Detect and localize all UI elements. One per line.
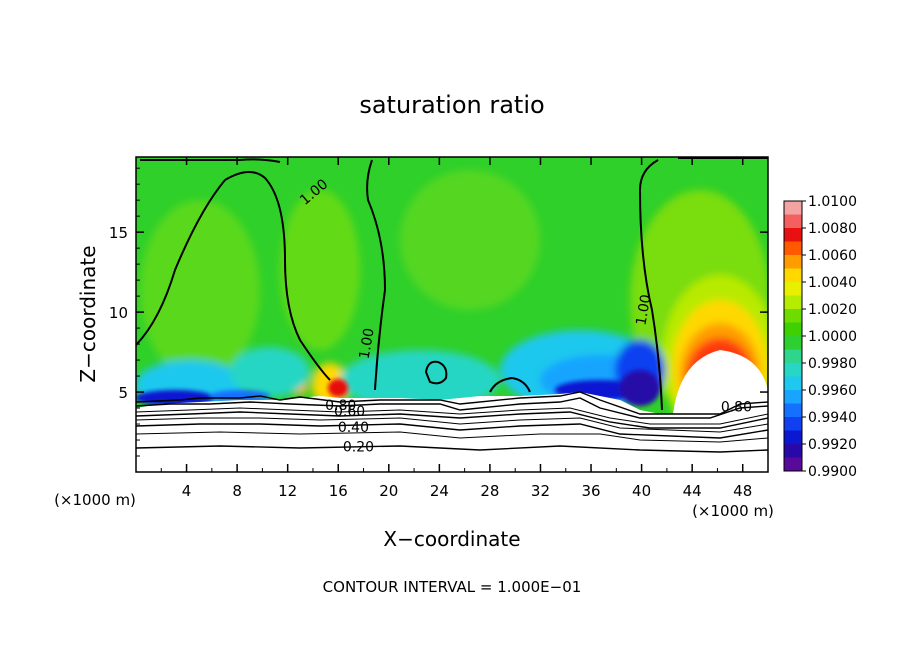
dry-band bbox=[210, 390, 270, 402]
colorbar-swatch bbox=[784, 268, 802, 283]
y-tick-label: 15 bbox=[109, 224, 128, 242]
contour-label: 0.80 bbox=[721, 399, 752, 415]
contour-label: 1.00 bbox=[357, 327, 378, 360]
contour-label: 0.40 bbox=[338, 420, 369, 436]
x-tick-label: 16 bbox=[329, 482, 348, 500]
contour-line-1.00 bbox=[638, 159, 663, 411]
contour-line-0.80 bbox=[136, 397, 768, 419]
plot-area: 1.001.001.000.800.600.400.200.80 bbox=[136, 157, 768, 472]
contour-label: 1.00 bbox=[633, 293, 654, 326]
colorbar-swatch bbox=[784, 201, 802, 215]
plot-frame bbox=[135, 156, 769, 473]
colorbar-swatch bbox=[784, 417, 802, 431]
contour-label: 0.60 bbox=[334, 404, 365, 420]
colorbar: 1.0100 1.0080 1.0060 1.0040 1.0020 1.0000 0.99… bbox=[783, 194, 857, 480]
y-axis-ticks: 5 10 15 bbox=[109, 167, 768, 457]
colorbar-swatch bbox=[784, 457, 802, 472]
plume-core bbox=[673, 350, 768, 414]
colorbar-swatch bbox=[784, 214, 802, 229]
colorbar-swatch bbox=[784, 403, 802, 418]
contour-label: 0.20 bbox=[343, 439, 374, 455]
colorbar-swatch bbox=[784, 349, 802, 364]
colorbar-swatch bbox=[784, 363, 802, 377]
contour-line-0.90 bbox=[136, 391, 768, 415]
colorbar-label: 0.9960 bbox=[808, 383, 857, 399]
colorbar-swatch bbox=[784, 228, 802, 242]
colorbar-label: 0.9980 bbox=[808, 356, 857, 372]
colorbar-swatch bbox=[784, 430, 802, 445]
contour-line-0.60 bbox=[136, 411, 768, 429]
colorbar-swatch bbox=[784, 390, 802, 404]
contour-line-0.40 bbox=[136, 423, 768, 439]
x-axis-ticks: 4 8 12 16 20 24 28 32 36 40 44 48 bbox=[160, 157, 752, 500]
contour-line-1.00 bbox=[140, 158, 281, 163]
x-tick-label: 12 bbox=[278, 482, 297, 500]
colorbar-label: 1.0100 bbox=[808, 194, 857, 210]
contour-line-0.20 bbox=[136, 445, 768, 453]
contour-loop-1.00 bbox=[424, 360, 448, 385]
colorbar-label: 1.0000 bbox=[808, 329, 857, 345]
colorbar-swatch bbox=[784, 241, 802, 256]
colorbar-swatch bbox=[784, 444, 802, 458]
colorbar-label: 0.9940 bbox=[808, 410, 857, 426]
warm-core bbox=[328, 379, 348, 397]
x-tick-label: 4 bbox=[182, 482, 192, 500]
contour-line-1.00 bbox=[366, 159, 387, 391]
contour-interval-note: CONTOUR INTERVAL = 1.000E−01 bbox=[323, 578, 582, 596]
y-tick-label: 10 bbox=[109, 304, 128, 322]
colorbar-swatch bbox=[784, 376, 802, 391]
x-tick-label: 20 bbox=[379, 482, 398, 500]
colorbar-label: 1.0060 bbox=[808, 248, 857, 264]
contour-line-1.00 bbox=[136, 171, 331, 381]
contour-loop-1.00 bbox=[489, 376, 531, 393]
contour-line-0.50 bbox=[136, 417, 768, 433]
dry-band bbox=[136, 390, 215, 406]
colorbar-label: 0.9900 bbox=[808, 464, 857, 480]
cool-patch bbox=[340, 350, 500, 410]
y-axis-unit-label: (×1000 m) bbox=[54, 491, 136, 509]
y-axis-label: Z−coordinate bbox=[76, 245, 100, 382]
field-patch-light bbox=[140, 200, 260, 380]
colorbar-label: 1.0040 bbox=[808, 275, 857, 291]
contour-line-0.70 bbox=[136, 407, 768, 425]
colorbar-swatch bbox=[784, 282, 802, 296]
colorbar-swatch bbox=[784, 336, 802, 350]
lower-region bbox=[136, 392, 768, 472]
colorbar-swatch bbox=[784, 322, 802, 337]
dry-band bbox=[620, 370, 660, 406]
field-patch-light bbox=[400, 170, 540, 310]
colorbar-label: 1.0080 bbox=[808, 221, 857, 237]
y-tick-label: 5 bbox=[118, 384, 128, 402]
contour-line-0.30 bbox=[136, 431, 768, 443]
colorbar-label: 1.0020 bbox=[808, 302, 857, 318]
colorbar-swatch bbox=[784, 295, 802, 310]
colorbar-swatch bbox=[784, 255, 802, 269]
colorbar-swatch bbox=[784, 309, 802, 323]
x-tick-label: 28 bbox=[480, 482, 499, 500]
x-tick-label: 44 bbox=[683, 482, 702, 500]
contour-label: 0.80 bbox=[325, 398, 356, 414]
colorbar-label: 0.9920 bbox=[808, 437, 857, 453]
x-tick-label: 40 bbox=[632, 482, 651, 500]
x-axis-label: X−coordinate bbox=[383, 527, 520, 551]
x-axis-unit-label: (×1000 m) bbox=[692, 502, 774, 520]
contour-labels: 1.001.001.000.800.600.400.200.80 bbox=[297, 176, 752, 455]
field-patch-light bbox=[280, 190, 360, 350]
x-tick-label: 8 bbox=[232, 482, 242, 500]
x-tick-label: 48 bbox=[733, 482, 752, 500]
chart-title: saturation ratio bbox=[359, 91, 544, 119]
x-tick-label: 32 bbox=[531, 482, 550, 500]
x-tick-label: 36 bbox=[581, 482, 600, 500]
x-tick-label: 24 bbox=[430, 482, 449, 500]
cool-patch bbox=[230, 347, 310, 397]
